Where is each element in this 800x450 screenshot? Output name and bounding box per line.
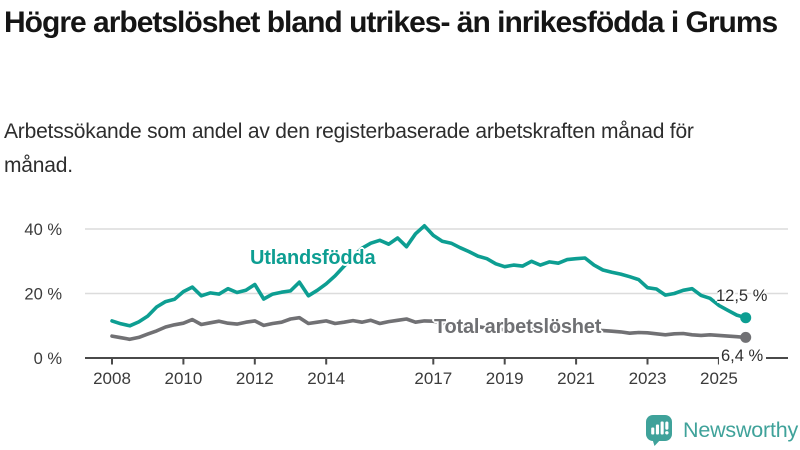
end-value-label-total: 6,4 %	[719, 347, 767, 368]
series-label-total-arbetsloshet: Total arbetslöshet	[434, 316, 602, 338]
newsworthy-logo-text: Newsworthy	[683, 418, 799, 442]
newsworthy-logo: Newsworthy	[645, 414, 798, 447]
page-title: Högre arbetslöshet bland utrikes- än inr…	[4, 6, 778, 39]
svg-text:2012: 2012	[236, 369, 274, 388]
svg-text:2010: 2010	[164, 369, 202, 388]
svg-text:2019: 2019	[486, 369, 524, 388]
svg-text:40 %: 40 %	[24, 221, 62, 239]
svg-text:2023: 2023	[629, 369, 667, 388]
series-label-utlandsfodda: Utlandsfödda	[250, 247, 376, 269]
svg-text:0 %: 0 %	[34, 350, 63, 368]
bar-chart-speech-bubble-icon	[646, 415, 672, 446]
svg-text:2014: 2014	[307, 369, 345, 388]
svg-text:2025: 2025	[700, 369, 738, 388]
chart-subtitle: Arbetssökande som andel av den registerb…	[4, 120, 694, 177]
svg-text:20 %: 20 %	[24, 286, 62, 304]
svg-text:2021: 2021	[557, 369, 595, 388]
svg-text:2017: 2017	[414, 369, 452, 388]
svg-text:2008: 2008	[93, 369, 131, 388]
end-value-label-utlandsfodda: 12,5 %	[716, 287, 768, 305]
